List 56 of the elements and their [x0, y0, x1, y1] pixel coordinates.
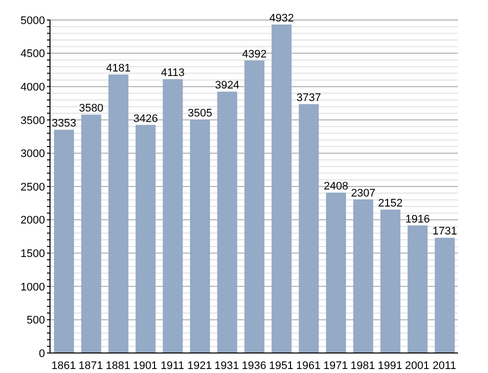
y-tick-label: 2000 — [20, 214, 45, 227]
data-label: 3737 — [296, 92, 322, 104]
y-tick-label: 3500 — [20, 114, 45, 127]
bar — [54, 130, 74, 353]
bar — [326, 192, 346, 353]
bar — [408, 225, 428, 353]
y-tick-label: 4000 — [20, 82, 45, 94]
data-label: 2408 — [324, 180, 348, 193]
x-tick-label: 1871 — [78, 360, 104, 372]
x-tick-label: 1921 — [187, 360, 212, 372]
x-tick-label: 1901 — [132, 360, 158, 372]
y-tick-label: 4500 — [20, 48, 45, 60]
data-label: 3426 — [133, 112, 158, 125]
data-label: 2152 — [378, 198, 403, 210]
x-tick-label: 1981 — [350, 360, 376, 372]
bar — [272, 24, 292, 353]
x-tick-label: 1971 — [323, 360, 348, 372]
x-tick-label: 1911 — [160, 360, 184, 372]
x-tick-label: 1991 — [378, 360, 402, 372]
y-tick-label: 1000 — [20, 281, 45, 294]
bar — [244, 60, 264, 353]
bar — [136, 124, 156, 353]
y-tick-label: 5000 — [20, 14, 45, 27]
bar — [108, 74, 128, 353]
bar — [434, 238, 455, 353]
bar — [353, 199, 374, 353]
data-label: 4392 — [242, 48, 267, 60]
x-tick-label: 1936 — [242, 360, 266, 372]
bar — [190, 120, 210, 353]
bar — [217, 92, 238, 353]
x-tick-label: 1881 — [106, 360, 130, 372]
data-label: 4932 — [269, 12, 294, 25]
bar — [298, 104, 319, 353]
y-tick-label: 0 — [38, 348, 45, 360]
data-label: 3505 — [188, 108, 212, 120]
y-tick-label: 500 — [26, 314, 45, 327]
x-tick-label: 1931 — [214, 360, 240, 372]
data-label: 4181 — [106, 62, 131, 75]
data-label: 3924 — [214, 80, 240, 92]
x-tick-label: 1861 — [51, 360, 76, 372]
bar — [380, 210, 400, 353]
x-tick-label: 2011 — [432, 360, 456, 372]
x-tick-label: 1961 — [296, 360, 321, 372]
data-label: 1731 — [432, 226, 458, 238]
bar — [81, 114, 102, 353]
data-label: 1916 — [405, 213, 430, 226]
y-tick-label: 3000 — [20, 148, 45, 160]
data-label: 3580 — [78, 102, 104, 115]
bar — [162, 79, 183, 353]
y-tick-label: 2500 — [20, 181, 45, 194]
data-label: 4113 — [160, 67, 185, 80]
data-label: 2307 — [350, 187, 376, 200]
data-label: 3353 — [52, 118, 76, 130]
x-tick-label: 1951 — [268, 360, 294, 372]
x-tick-label: 2001 — [404, 360, 430, 372]
y-tick-label: 1500 — [20, 248, 45, 260]
